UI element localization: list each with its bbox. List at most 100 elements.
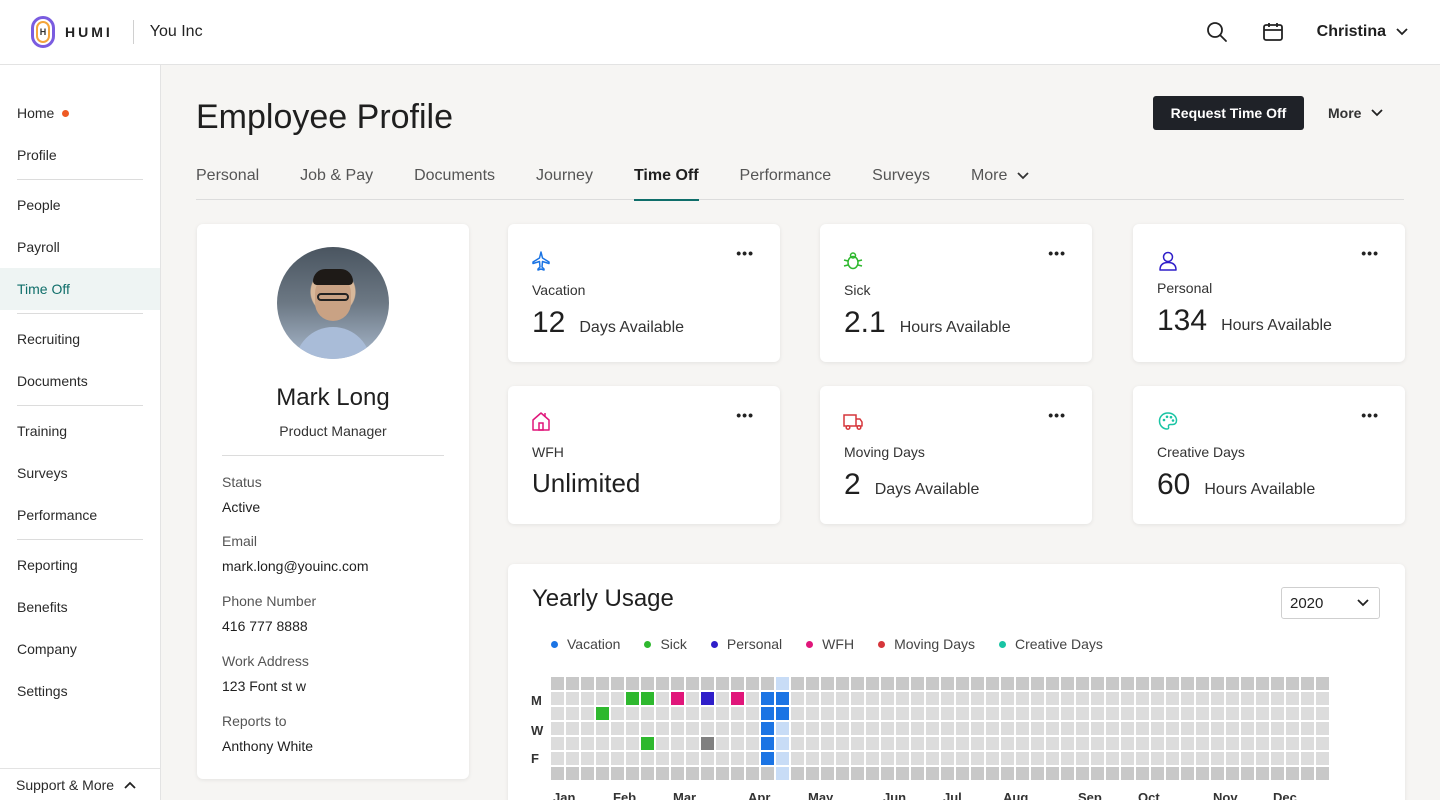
heatmap-day[interactable] — [986, 752, 999, 765]
heatmap-day[interactable] — [956, 752, 969, 765]
card-menu-button[interactable]: ••• — [736, 407, 754, 423]
card-menu-button[interactable]: ••• — [1361, 245, 1379, 261]
heatmap-day[interactable] — [896, 722, 909, 735]
heatmap-day[interactable] — [581, 692, 594, 705]
heatmap-day[interactable] — [581, 737, 594, 750]
heatmap-day[interactable] — [686, 722, 699, 735]
heatmap-day[interactable] — [1241, 692, 1254, 705]
heatmap-day[interactable] — [1106, 692, 1119, 705]
heatmap-day[interactable] — [1286, 677, 1299, 690]
heatmap-day[interactable] — [1076, 737, 1089, 750]
heatmap-day[interactable] — [941, 722, 954, 735]
heatmap-day[interactable] — [1226, 722, 1239, 735]
card-menu-button[interactable]: ••• — [1361, 407, 1379, 423]
heatmap-day[interactable] — [1121, 737, 1134, 750]
heatmap-day[interactable] — [791, 722, 804, 735]
heatmap-day[interactable] — [866, 692, 879, 705]
heatmap-day[interactable] — [1061, 677, 1074, 690]
heatmap-day[interactable] — [1091, 692, 1104, 705]
heatmap-day[interactable] — [1241, 737, 1254, 750]
heatmap-day[interactable] — [611, 707, 624, 720]
heatmap-day[interactable] — [1076, 707, 1089, 720]
heatmap-day-marked[interactable] — [701, 692, 714, 705]
heatmap-day[interactable] — [1316, 752, 1329, 765]
heatmap-day[interactable] — [1211, 722, 1224, 735]
tab-performance[interactable]: Performance — [740, 151, 832, 200]
heatmap-day[interactable] — [1031, 737, 1044, 750]
heatmap-day[interactable] — [701, 767, 714, 780]
heatmap-day[interactable] — [671, 722, 684, 735]
heatmap-day[interactable] — [1121, 677, 1134, 690]
card-menu-button[interactable]: ••• — [1048, 245, 1066, 261]
tab-more[interactable]: More — [971, 151, 1030, 200]
heatmap-day[interactable] — [1046, 737, 1059, 750]
heatmap-day[interactable] — [851, 767, 864, 780]
heatmap-day[interactable] — [1301, 722, 1314, 735]
heatmap-day[interactable] — [1091, 752, 1104, 765]
heatmap-day[interactable] — [1241, 722, 1254, 735]
heatmap-day[interactable] — [1061, 707, 1074, 720]
heatmap-day[interactable] — [986, 737, 999, 750]
heatmap-day[interactable] — [686, 692, 699, 705]
heatmap-day[interactable] — [1151, 707, 1164, 720]
heatmap-day[interactable] — [1271, 722, 1284, 735]
heatmap-day[interactable] — [671, 767, 684, 780]
heatmap-day[interactable] — [626, 677, 639, 690]
heatmap-day[interactable] — [1181, 677, 1194, 690]
heatmap-day[interactable] — [1196, 737, 1209, 750]
heatmap-day[interactable] — [1196, 767, 1209, 780]
heatmap-day[interactable] — [911, 677, 924, 690]
heatmap-day[interactable] — [806, 767, 819, 780]
heatmap-day[interactable] — [836, 767, 849, 780]
heatmap-day[interactable] — [1136, 722, 1149, 735]
heatmap-day[interactable] — [611, 722, 624, 735]
heatmap-day[interactable] — [551, 767, 564, 780]
heatmap-day[interactable] — [791, 752, 804, 765]
heatmap-day[interactable] — [626, 722, 639, 735]
heatmap-day[interactable] — [1031, 767, 1044, 780]
heatmap-day[interactable] — [656, 722, 669, 735]
heatmap-day[interactable] — [1211, 752, 1224, 765]
heatmap-day[interactable] — [866, 752, 879, 765]
heatmap-day[interactable] — [911, 707, 924, 720]
humi-logo[interactable]: H HUMI — [31, 16, 113, 48]
heatmap-day[interactable] — [791, 707, 804, 720]
heatmap-day[interactable] — [971, 767, 984, 780]
heatmap-day[interactable] — [821, 752, 834, 765]
heatmap-day[interactable] — [821, 692, 834, 705]
heatmap-day[interactable] — [716, 752, 729, 765]
heatmap-day[interactable] — [1151, 692, 1164, 705]
heatmap-day[interactable] — [1001, 752, 1014, 765]
heatmap-day[interactable] — [1136, 737, 1149, 750]
heatmap-day[interactable] — [1256, 692, 1269, 705]
heatmap-day[interactable] — [1001, 707, 1014, 720]
heatmap-day[interactable] — [731, 677, 744, 690]
heatmap-day[interactable] — [1211, 692, 1224, 705]
heatmap-day[interactable] — [611, 677, 624, 690]
heatmap-day[interactable] — [836, 737, 849, 750]
heatmap-day[interactable] — [866, 767, 879, 780]
heatmap-day[interactable] — [1166, 767, 1179, 780]
heatmap-day[interactable] — [866, 737, 879, 750]
heatmap-day[interactable] — [1151, 752, 1164, 765]
heatmap-day[interactable] — [731, 767, 744, 780]
year-select[interactable]: 2020 — [1281, 587, 1380, 619]
heatmap-day[interactable] — [746, 752, 759, 765]
heatmap-day[interactable] — [1211, 677, 1224, 690]
heatmap-day[interactable] — [926, 737, 939, 750]
heatmap-day[interactable] — [1271, 692, 1284, 705]
heatmap-day[interactable] — [581, 722, 594, 735]
heatmap-day[interactable] — [956, 722, 969, 735]
heatmap-day[interactable] — [701, 677, 714, 690]
heatmap-day[interactable] — [896, 692, 909, 705]
heatmap-day[interactable] — [566, 737, 579, 750]
heatmap-day[interactable] — [596, 692, 609, 705]
heatmap-day[interactable] — [1181, 722, 1194, 735]
heatmap-day[interactable] — [551, 722, 564, 735]
heatmap-day[interactable] — [1016, 677, 1029, 690]
heatmap-day[interactable] — [1316, 737, 1329, 750]
heatmap-day[interactable] — [941, 707, 954, 720]
heatmap-day[interactable] — [1226, 767, 1239, 780]
heatmap-day[interactable] — [1166, 677, 1179, 690]
heatmap-day[interactable] — [776, 767, 789, 780]
